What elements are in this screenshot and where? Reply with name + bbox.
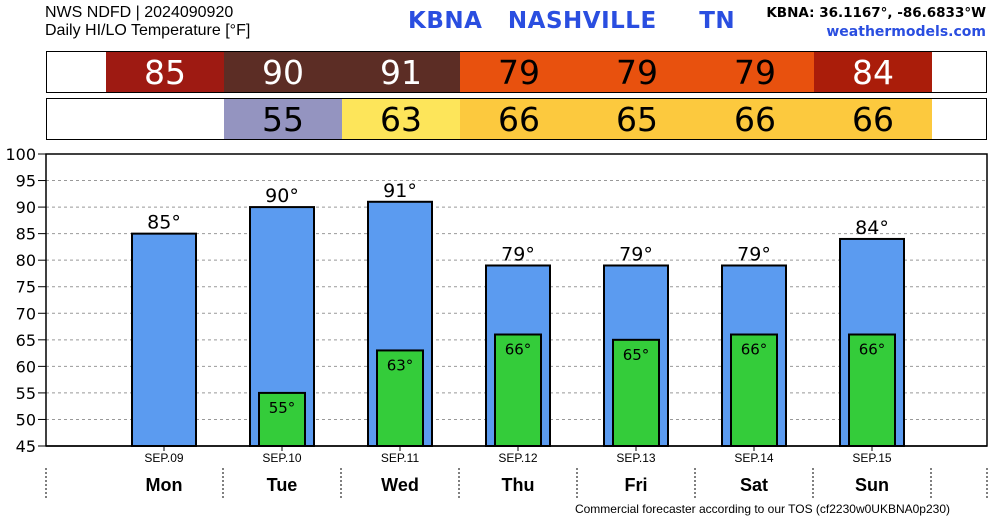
high-bar-label: 79° <box>619 243 653 265</box>
high-bar-label: 90° <box>265 185 299 207</box>
date-label: SEP.12 <box>498 451 537 465</box>
day-label: Tue <box>267 475 298 495</box>
y-tick-label: 75 <box>16 278 36 297</box>
date-label: SEP.14 <box>734 451 773 465</box>
high-tile: 84 <box>814 52 932 92</box>
low-bar <box>376 349 424 448</box>
y-tick-label: 50 <box>16 410 36 429</box>
low-tile: 66 <box>696 99 814 139</box>
low-bar-label: 55° <box>269 399 296 417</box>
low-bar-label: 66° <box>741 341 768 359</box>
y-tick-label: 90 <box>16 198 36 217</box>
y-tick-label: 55 <box>16 384 36 403</box>
date-label: SEP.13 <box>616 451 655 465</box>
y-tick-label: 60 <box>16 357 36 376</box>
station-coords: KBNA: 36.1167°, -86.6833°W <box>766 5 986 21</box>
low-bar-label: 66° <box>859 341 886 359</box>
low-bar <box>730 333 778 447</box>
high-bar-label: 84° <box>855 217 889 239</box>
y-tick-label: 85 <box>16 225 36 244</box>
day-label: Mon <box>146 475 183 495</box>
low-tile <box>106 99 224 139</box>
run-info: NWS NDFD | 2024090920 <box>45 4 234 21</box>
low-tile: 55 <box>224 99 342 139</box>
low-temperature-row: 55 63 66 65 66 66 <box>46 98 987 140</box>
y-tick-label: 95 <box>16 172 36 191</box>
low-bar <box>612 338 660 447</box>
high-bar-label: 79° <box>737 243 771 265</box>
high-bar-label: 79° <box>501 243 535 265</box>
high-tile: 79 <box>578 52 696 92</box>
low-bar <box>494 333 542 447</box>
day-label: Wed <box>381 475 419 495</box>
low-bar-label: 66° <box>505 341 532 359</box>
low-tile: 63 <box>342 99 460 139</box>
low-tile: 65 <box>578 99 696 139</box>
high-tile: 79 <box>460 52 578 92</box>
date-label: SEP.10 <box>262 451 301 465</box>
header-right: KBNA: 36.1167°, -86.6833°W weathermodels… <box>766 4 986 42</box>
high-tile: 90 <box>224 52 342 92</box>
low-tile: 66 <box>814 99 932 139</box>
high-temperature-row: 85 90 91 79 79 79 84 <box>46 51 987 93</box>
header-info: NWS NDFD | 2024090920 Daily HI/LO Temper… <box>45 4 250 40</box>
day-label: Thu <box>502 475 535 495</box>
station-title: KBNA NASHVILLE TN <box>408 8 736 34</box>
high-tile: 85 <box>106 52 224 92</box>
y-tick-label: 100 <box>5 145 36 164</box>
y-tick-label: 65 <box>16 331 36 350</box>
date-label: SEP.15 <box>852 451 891 465</box>
day-label: Sat <box>740 475 768 495</box>
low-bar-label: 63° <box>387 356 414 374</box>
footer-note: Commercial forecaster according to our T… <box>574 502 950 516</box>
day-label: Sun <box>855 475 889 495</box>
chart-title: Daily HI/LO Temperature [°F] <box>45 22 251 39</box>
day-label: Fri <box>624 475 647 495</box>
high-bar-label: 85° <box>147 212 181 234</box>
low-bar-label: 65° <box>623 346 650 364</box>
site-link[interactable]: weathermodels.com <box>826 24 986 40</box>
y-tick-label: 45 <box>16 437 36 456</box>
y-tick-label: 70 <box>16 304 36 323</box>
high-bar-label: 91° <box>383 180 417 202</box>
high-bar <box>131 232 197 447</box>
high-tile: 79 <box>696 52 814 92</box>
low-tile: 66 <box>460 99 578 139</box>
y-tick-label: 80 <box>16 251 36 270</box>
date-label: SEP.09 <box>144 451 183 465</box>
date-label: SEP.11 <box>381 451 420 465</box>
high-tile: 91 <box>342 52 460 92</box>
low-bar <box>258 391 306 447</box>
